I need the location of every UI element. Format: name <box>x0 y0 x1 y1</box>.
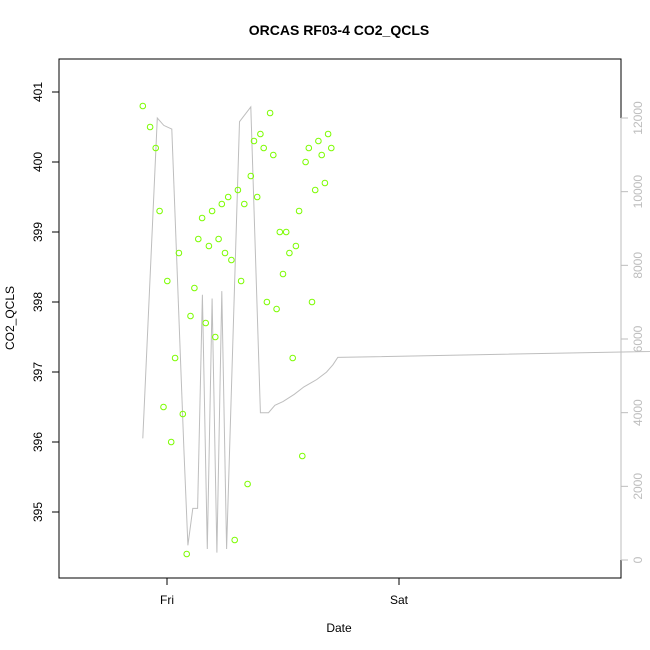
co2-point <box>328 144 335 152</box>
plot-frame <box>58 58 622 579</box>
co2-point <box>279 270 287 278</box>
co2-point <box>212 333 219 341</box>
right-tick-label: 6000 <box>631 325 645 352</box>
x-axis: Fri Sat <box>160 578 409 607</box>
x-tick-label: Fri <box>160 593 174 607</box>
co2-point <box>295 207 303 215</box>
co2-point <box>191 284 198 292</box>
co2-point <box>321 179 329 187</box>
co2-point <box>195 235 202 243</box>
co2-point <box>253 193 261 201</box>
left-y-axis: 395 396 397 398 399 400 401 <box>31 82 60 522</box>
co2-point <box>152 144 159 152</box>
co2-point <box>308 298 316 306</box>
co2-point <box>324 130 332 138</box>
right-tick-label: 4000 <box>631 399 645 426</box>
co2-point <box>139 102 147 110</box>
left-tick-label: 396 <box>31 432 45 452</box>
co2-point <box>160 403 167 411</box>
co2-point <box>241 200 248 208</box>
co2-point <box>302 158 309 166</box>
left-tick-label: 400 <box>31 152 45 172</box>
co2-point <box>218 200 226 208</box>
co2-point <box>187 312 194 320</box>
co2-points-series <box>139 102 335 558</box>
altitude-line <box>142 105 650 553</box>
co2-point <box>198 214 206 222</box>
co2-point <box>299 452 306 460</box>
co2-point <box>202 319 209 327</box>
co2-point <box>260 144 268 152</box>
co2-point <box>164 277 171 285</box>
co2-point <box>175 249 183 257</box>
right-tick-label: 10000 <box>631 175 645 209</box>
co2-point <box>318 151 326 159</box>
co2-point <box>311 186 319 194</box>
right-tick-label: 2000 <box>631 473 645 500</box>
co2-point <box>286 249 293 257</box>
right-tick-label: 0 <box>631 556 645 563</box>
co2-point <box>156 207 163 215</box>
co2-point <box>282 228 290 236</box>
co2-point <box>146 123 154 131</box>
left-tick-label: 401 <box>31 82 45 102</box>
y-axis-label: CO2_QCLS <box>3 286 17 350</box>
co2-point <box>205 242 213 250</box>
chart-title: ORCAS RF03-4 CO2_QCLS <box>249 22 429 38</box>
co2-point <box>305 144 313 152</box>
left-tick-label: 397 <box>31 362 45 382</box>
co2-point <box>224 193 232 201</box>
right-y-axis: 0 2000 4000 6000 8000 10000 12000 <box>620 101 645 563</box>
left-tick-label: 399 <box>31 222 45 242</box>
co2-point <box>167 438 175 446</box>
co2-point <box>247 172 255 180</box>
right-tick-label: 8000 <box>631 252 645 279</box>
co2-point <box>257 130 264 138</box>
co2-point <box>171 354 179 362</box>
co2-point <box>231 536 238 544</box>
co2-point <box>228 256 235 264</box>
co2-point <box>270 151 277 159</box>
altitude-series <box>142 105 650 553</box>
left-tick-label: 395 <box>31 502 45 522</box>
co2-point <box>208 207 216 215</box>
co2-point <box>215 235 222 243</box>
co2-point <box>183 550 190 558</box>
x-tick-label: Sat <box>390 593 409 607</box>
left-tick-label: 398 <box>31 292 45 312</box>
co2-point <box>179 410 187 418</box>
co2-point <box>292 242 300 250</box>
co2-point <box>234 186 242 194</box>
co2-point <box>244 480 251 488</box>
right-tick-label: 12000 <box>631 101 645 135</box>
co2-point <box>266 109 274 117</box>
co2-point <box>221 249 229 257</box>
co2-point <box>250 137 258 145</box>
co2-point <box>289 354 297 362</box>
co2-point <box>273 305 280 313</box>
co2-point <box>276 228 284 236</box>
x-axis-label: Date <box>326 621 352 635</box>
co2-point <box>315 137 322 145</box>
co2-point <box>263 298 271 306</box>
co2-point <box>237 277 245 285</box>
